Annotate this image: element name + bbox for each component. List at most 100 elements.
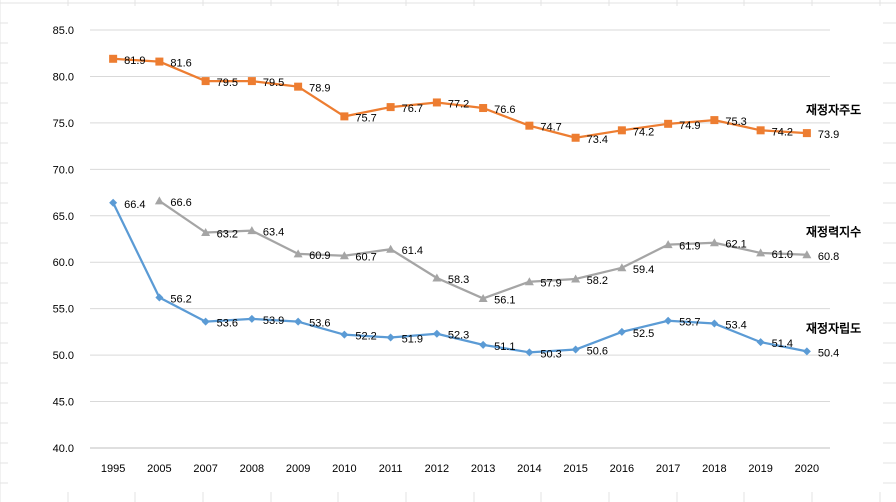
data-label: 63.4 xyxy=(263,227,284,239)
data-point xyxy=(432,98,441,107)
series-2: 66.6 63.2 63.4 60.9 60.7 61.4 58.3 56.1 57.9 58.2… xyxy=(154,196,861,306)
y-tick-label: 60.0 xyxy=(53,257,74,269)
data-label: 73.9 xyxy=(818,129,839,141)
data-label: 75.7 xyxy=(355,112,376,124)
data-point xyxy=(247,226,257,235)
data-label: 81.9 xyxy=(124,55,145,67)
data-point xyxy=(802,347,811,356)
data-point xyxy=(664,316,673,325)
data-point xyxy=(293,249,303,258)
data-point xyxy=(571,274,581,283)
data-label: 61.9 xyxy=(679,241,700,253)
y-tick-label: 45.0 xyxy=(53,397,74,409)
data-label: 58.2 xyxy=(587,275,608,287)
data-label: 59.4 xyxy=(633,264,654,276)
data-point xyxy=(294,317,303,326)
data-label: 63.2 xyxy=(217,228,238,240)
data-point xyxy=(571,345,580,354)
data-label: 50.4 xyxy=(818,347,839,359)
data-point xyxy=(710,319,719,328)
data-point xyxy=(386,333,395,342)
data-point xyxy=(247,77,256,86)
data-point xyxy=(339,251,349,260)
data-point xyxy=(201,227,211,236)
data-point xyxy=(109,198,118,207)
data-label: 51.4 xyxy=(772,338,793,350)
data-point xyxy=(617,263,627,272)
data-label: 60.9 xyxy=(309,250,330,262)
data-point xyxy=(340,330,349,339)
data-label: 53.9 xyxy=(263,315,284,327)
data-point xyxy=(710,116,719,125)
data-label: 74.7 xyxy=(540,122,561,134)
data-point xyxy=(432,273,442,282)
data-label: 56.2 xyxy=(170,294,191,306)
data-point xyxy=(155,57,164,66)
x-tick-label: 2015 xyxy=(563,463,587,475)
data-label: 60.7 xyxy=(355,252,376,264)
data-label: 53.6 xyxy=(309,318,330,330)
data-point xyxy=(756,126,765,135)
y-tick-label: 40.0 xyxy=(53,443,74,455)
data-point xyxy=(109,54,118,63)
data-point xyxy=(802,250,812,259)
data-point xyxy=(155,293,164,302)
y-tick-label: 50.0 xyxy=(53,350,74,362)
x-tick-label: 2019 xyxy=(748,463,772,475)
data-point xyxy=(478,293,488,302)
data-point xyxy=(386,244,396,253)
data-point xyxy=(247,314,256,323)
x-tick-label: 2008 xyxy=(240,463,264,475)
data-point xyxy=(294,82,303,91)
data-label: 81.6 xyxy=(170,58,191,70)
data-label: 50.6 xyxy=(587,346,608,358)
data-label: 78.9 xyxy=(309,83,330,95)
data-point xyxy=(386,103,395,112)
chart-area xyxy=(8,6,883,492)
data-point xyxy=(756,338,765,347)
data-point xyxy=(154,196,164,205)
x-tick-label: 2017 xyxy=(656,463,680,475)
data-point xyxy=(525,348,534,357)
data-point xyxy=(201,77,210,86)
data-label: 66.6 xyxy=(170,197,191,209)
data-label: 79.5 xyxy=(217,77,238,89)
data-point xyxy=(802,129,811,138)
data-point xyxy=(617,327,626,336)
y-tick-label: 65.0 xyxy=(53,211,74,223)
x-tick-label: 2016 xyxy=(610,463,634,475)
x-tick-label: 2020 xyxy=(795,463,819,475)
data-label: 51.9 xyxy=(402,333,423,345)
data-label: 56.1 xyxy=(494,294,515,306)
series-line xyxy=(112,202,808,354)
data-label: 52.3 xyxy=(448,330,469,342)
data-point xyxy=(479,104,488,113)
data-label: 74.2 xyxy=(633,126,654,138)
data-label: 52.2 xyxy=(355,331,376,343)
data-label: 75.3 xyxy=(725,116,746,128)
series-name-label: 재정자립도 xyxy=(806,320,861,335)
data-point xyxy=(756,248,766,257)
series-line xyxy=(113,57,807,139)
data-point xyxy=(664,119,673,128)
y-tick-label: 75.0 xyxy=(53,118,74,130)
x-tick-label: 2009 xyxy=(286,463,310,475)
data-point xyxy=(709,238,719,247)
data-label: 51.1 xyxy=(494,341,515,353)
data-label: 77.2 xyxy=(448,98,469,110)
data-label: 52.5 xyxy=(633,328,654,340)
data-label: 79.5 xyxy=(263,77,284,89)
data-label: 66.4 xyxy=(124,199,145,211)
y-tick-label: 70.0 xyxy=(53,164,74,176)
x-tick-label: 2012 xyxy=(425,463,449,475)
y-tick-label: 55.0 xyxy=(53,304,74,316)
x-tick-label: 2018 xyxy=(702,463,726,475)
data-label: 53.4 xyxy=(725,320,746,332)
data-point xyxy=(525,121,534,130)
data-point xyxy=(663,240,673,249)
x-tick-label: 2014 xyxy=(517,463,541,475)
x-tick-label: 2013 xyxy=(471,463,495,475)
data-point xyxy=(432,329,441,338)
series-1: 81.9 81.6 79.5 79.5 78.9 75.7 76.7 77.2 76.6 74.7… xyxy=(109,54,861,146)
data-label: 61.0 xyxy=(772,249,793,261)
